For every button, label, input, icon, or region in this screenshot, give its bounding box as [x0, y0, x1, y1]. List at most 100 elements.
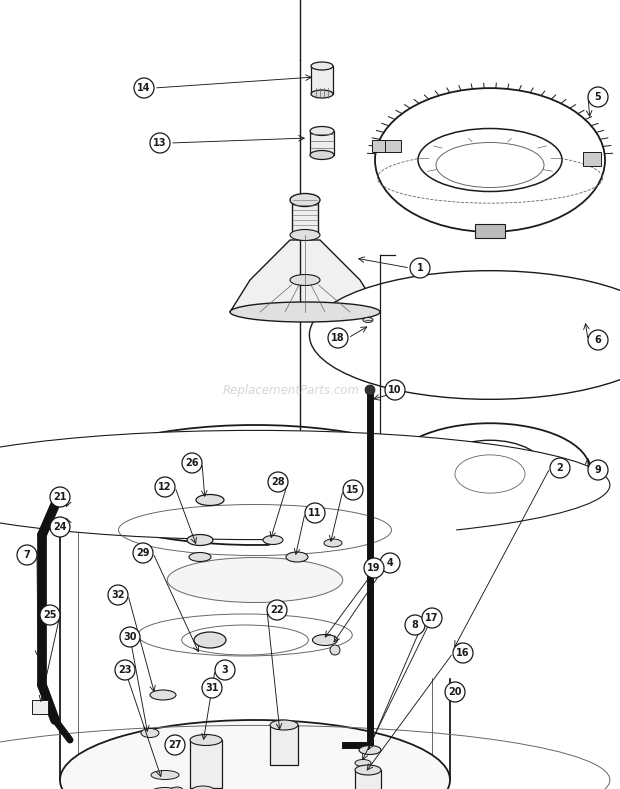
Ellipse shape: [435, 440, 545, 499]
Ellipse shape: [375, 88, 605, 232]
Text: 28: 28: [271, 477, 285, 487]
FancyBboxPatch shape: [310, 131, 334, 155]
Circle shape: [40, 605, 60, 625]
Ellipse shape: [363, 317, 373, 323]
Text: 2: 2: [557, 463, 564, 473]
Circle shape: [165, 735, 185, 755]
Ellipse shape: [355, 760, 371, 766]
Text: 32: 32: [111, 590, 125, 600]
Ellipse shape: [355, 765, 381, 775]
Text: 22: 22: [270, 605, 284, 615]
FancyBboxPatch shape: [583, 152, 601, 166]
Text: 16: 16: [456, 648, 470, 658]
Ellipse shape: [194, 632, 226, 648]
Polygon shape: [270, 490, 455, 677]
Ellipse shape: [141, 728, 159, 738]
FancyBboxPatch shape: [270, 725, 298, 765]
Text: 17: 17: [425, 613, 439, 623]
Ellipse shape: [60, 425, 450, 545]
FancyBboxPatch shape: [372, 140, 388, 152]
Circle shape: [445, 682, 465, 702]
FancyBboxPatch shape: [355, 770, 381, 789]
Ellipse shape: [311, 90, 333, 98]
Circle shape: [365, 385, 375, 395]
Ellipse shape: [311, 62, 333, 70]
Text: 12: 12: [158, 482, 172, 492]
Ellipse shape: [290, 230, 320, 241]
Circle shape: [550, 458, 570, 478]
Circle shape: [182, 453, 202, 473]
Circle shape: [150, 133, 170, 153]
Ellipse shape: [390, 423, 590, 517]
Text: 15: 15: [346, 485, 360, 495]
Ellipse shape: [290, 275, 320, 286]
Circle shape: [17, 545, 37, 565]
Circle shape: [588, 330, 608, 350]
FancyBboxPatch shape: [190, 740, 222, 788]
Text: 26: 26: [185, 458, 199, 468]
Circle shape: [134, 78, 154, 98]
Ellipse shape: [60, 720, 450, 789]
Ellipse shape: [309, 271, 620, 399]
Circle shape: [215, 660, 235, 680]
Text: 23: 23: [118, 665, 131, 675]
Text: 5: 5: [595, 92, 601, 102]
FancyBboxPatch shape: [385, 140, 401, 152]
Text: 21: 21: [53, 492, 67, 502]
Text: 20: 20: [448, 687, 462, 697]
FancyBboxPatch shape: [311, 66, 333, 94]
Ellipse shape: [310, 151, 334, 159]
Text: 4: 4: [387, 558, 393, 568]
Circle shape: [268, 472, 288, 492]
Circle shape: [422, 608, 442, 628]
Circle shape: [405, 615, 425, 635]
Polygon shape: [230, 240, 380, 312]
Ellipse shape: [286, 552, 308, 562]
Circle shape: [155, 477, 175, 497]
Text: 14: 14: [137, 83, 151, 93]
Circle shape: [108, 585, 128, 605]
Circle shape: [202, 678, 222, 698]
Circle shape: [50, 487, 70, 507]
Text: 1: 1: [417, 263, 423, 273]
Text: 11: 11: [308, 508, 322, 518]
Ellipse shape: [290, 193, 320, 207]
Circle shape: [588, 460, 608, 480]
Circle shape: [410, 258, 430, 278]
Circle shape: [453, 643, 473, 663]
Circle shape: [133, 543, 153, 563]
Circle shape: [343, 480, 363, 500]
Circle shape: [385, 380, 405, 400]
Ellipse shape: [324, 539, 342, 547]
Text: ReplacementParts.com: ReplacementParts.com: [223, 384, 360, 397]
Circle shape: [50, 517, 70, 537]
Text: 25: 25: [43, 610, 57, 620]
Ellipse shape: [312, 634, 337, 645]
Text: 3: 3: [221, 665, 228, 675]
Ellipse shape: [359, 746, 381, 754]
Circle shape: [328, 328, 348, 348]
Ellipse shape: [150, 690, 176, 700]
Text: 27: 27: [168, 740, 182, 750]
Text: 10: 10: [388, 385, 402, 395]
FancyBboxPatch shape: [292, 200, 318, 235]
Ellipse shape: [190, 735, 222, 746]
Text: 6: 6: [595, 335, 601, 345]
FancyBboxPatch shape: [475, 224, 505, 238]
Ellipse shape: [187, 534, 213, 545]
Circle shape: [380, 553, 400, 573]
Ellipse shape: [167, 558, 343, 603]
Text: 31: 31: [205, 683, 219, 693]
Circle shape: [115, 660, 135, 680]
Circle shape: [267, 600, 287, 620]
Ellipse shape: [0, 431, 610, 540]
Ellipse shape: [418, 129, 562, 192]
Text: 13: 13: [153, 138, 167, 148]
Text: 30: 30: [123, 632, 137, 642]
Circle shape: [305, 503, 325, 523]
Ellipse shape: [196, 495, 224, 506]
Ellipse shape: [230, 302, 380, 322]
Ellipse shape: [192, 786, 214, 789]
Ellipse shape: [151, 771, 179, 780]
Circle shape: [120, 627, 140, 647]
